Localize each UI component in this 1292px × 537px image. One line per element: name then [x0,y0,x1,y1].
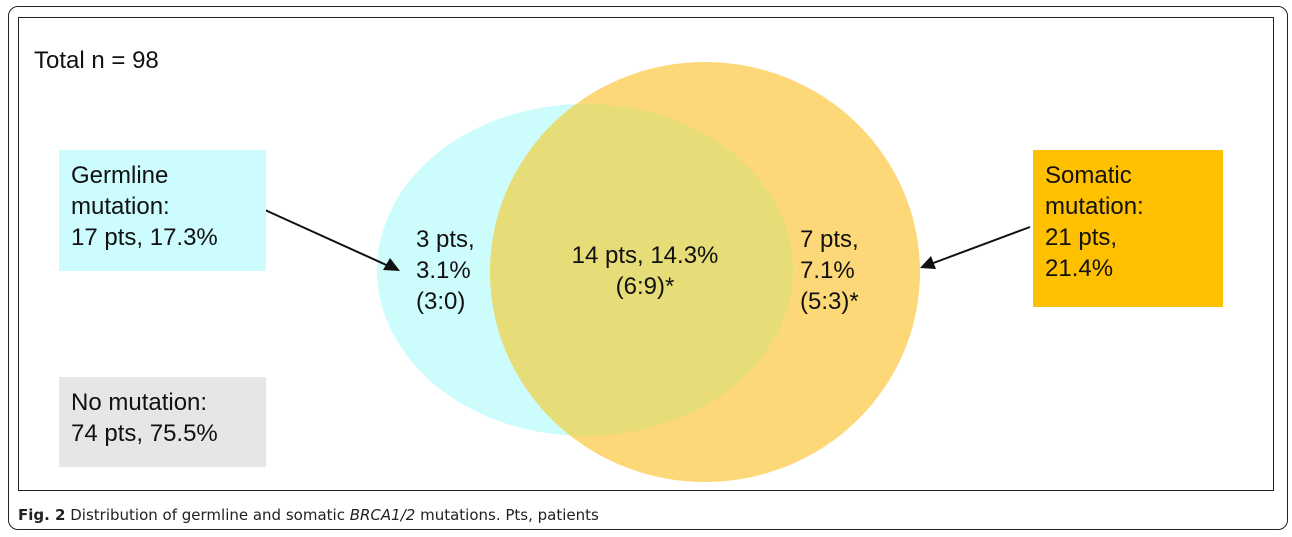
germline-only-label: 3 pts, 3.1% (3:0) [416,224,475,317]
somatic-arrow-head [920,256,936,269]
no-mutation-box: No mutation: 74 pts, 75.5% [59,377,266,467]
somatic-only-line3: (5:3)* [800,288,859,315]
overlap-label: 14 pts, 14.3% (6:9)* [540,240,750,302]
overlap-line2: (6:9)* [615,273,675,300]
figure-frame [8,6,1288,530]
germline-only-line1: 3 pts, [416,226,475,253]
caption-text-after: mutations. Pts, patients [415,506,599,524]
no-mutation-line1: No mutation: [71,389,208,416]
somatic-arrow [927,226,1031,266]
caption-fig-label: Fig. 2 [18,506,66,524]
figure-caption: Fig. 2 Distribution of germline and soma… [18,506,599,524]
germline-arrow [264,209,394,269]
caption-text-before: Distribution of germline and somatic [65,506,350,524]
germline-arrow-head [383,258,400,271]
somatic-line2: mutation: [1045,193,1144,220]
somatic-only-line2: 7.1% [800,257,855,284]
overlap-region [490,104,793,436]
caption-gene: BRCA1/2 [349,506,416,524]
no-mutation-line2: 74 pts, 75.5% [71,420,218,447]
somatic-box: Somatic mutation: 21 pts, 21.4% [1033,150,1223,307]
somatic-line4: 21.4% [1045,255,1114,282]
total-label: Total n = 98 [34,47,159,74]
somatic-only-label: 7 pts, 7.1% (5:3)* [800,224,859,317]
germline-line2: mutation: [71,193,170,220]
germline-line1: Germline [71,162,169,189]
germline-only-line2: 3.1% [416,257,471,284]
somatic-only-line1: 7 pts, [800,226,859,253]
diagram-border [18,17,1274,491]
germline-only-line3: (3:0) [416,288,466,315]
overlap-line1: 14 pts, 14.3% [571,242,719,269]
germline-box: Germline mutation: 17 pts, 17.3% [59,150,266,271]
somatic-line3: 21 pts, [1045,224,1118,251]
germline-line3: 17 pts, 17.3% [71,224,218,251]
somatic-line1: Somatic [1045,162,1132,189]
